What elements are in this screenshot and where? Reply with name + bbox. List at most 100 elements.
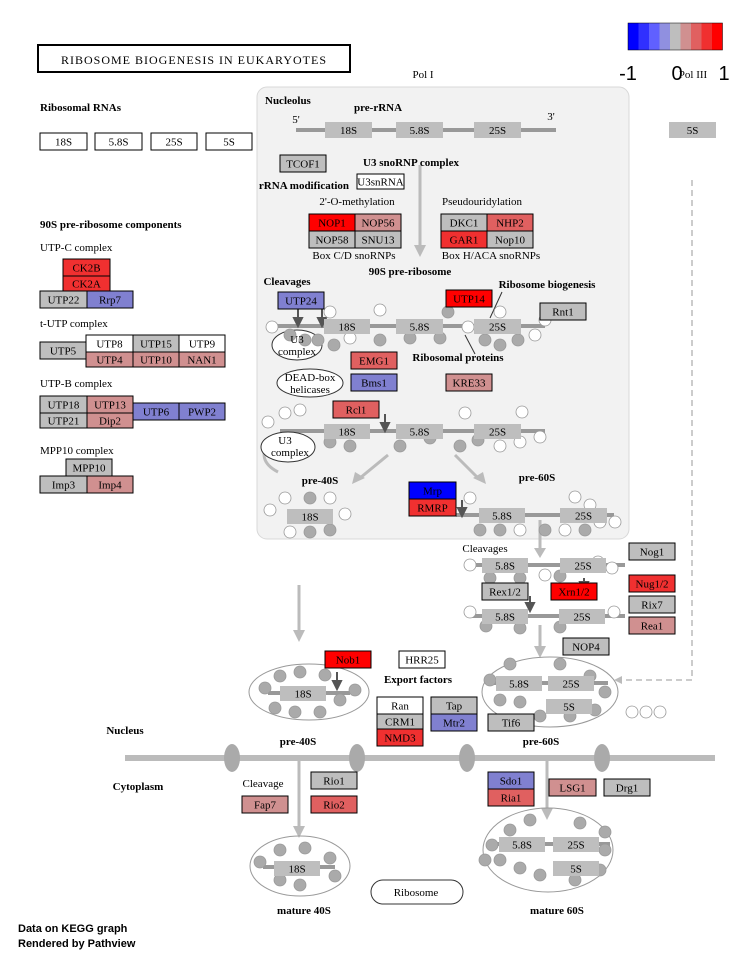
rna-r2-25s[interactable]: 25S (474, 424, 521, 439)
gene-utp22[interactable]: UTP22 (39, 290, 88, 309)
gene-tap[interactable]: Tap (430, 696, 478, 715)
gene-utp10[interactable]: UTP10 (132, 351, 180, 368)
gene-utp18[interactable]: UTP18 (39, 395, 88, 414)
gene-ran[interactable]: Ran (376, 696, 424, 715)
gene-xrn12[interactable]: Xrn1/2 (550, 582, 598, 601)
gene-utp14[interactable]: UTP14 (445, 289, 493, 308)
gene-rnt1[interactable]: Rnt1 (539, 302, 587, 321)
gene-bms1[interactable]: Bms1 (350, 373, 398, 392)
gene-fap7[interactable]: Fap7 (241, 795, 289, 814)
gene-rix7[interactable]: Rix7 (628, 595, 676, 614)
rna-p40-18s[interactable]: 18S (287, 509, 333, 524)
gene-hrr25[interactable]: HRR25 (398, 650, 446, 669)
gene-nhp2[interactable]: NHP2 (486, 213, 534, 232)
gene-snu13[interactable]: SNU13 (354, 230, 402, 249)
gene-mtr2[interactable]: Mtr2 (430, 713, 478, 732)
rna-m40-18s[interactable]: 18S (274, 861, 320, 876)
rna-c1-25s[interactable]: 25S (560, 558, 606, 573)
arrowheads (293, 245, 622, 838)
rna-rrna-5-8s[interactable]: 5.8S (94, 132, 143, 151)
gene-tcof1[interactable]: TCOF1 (279, 154, 327, 173)
rna-m60-25s[interactable]: 25S (553, 837, 599, 852)
gene-dip2[interactable]: Dip2 (86, 412, 134, 429)
rna-pre-18s[interactable]: 18S (325, 122, 372, 138)
gene-dkc1[interactable]: DKC1 (440, 213, 488, 232)
gene-nop4[interactable]: NOP4 (562, 637, 610, 656)
gene-nop58[interactable]: NOP58 (308, 230, 356, 249)
gene-tif6[interactable]: Tif6 (487, 713, 535, 732)
protein-dot (283, 525, 297, 539)
gene-utp4[interactable]: UTP4 (85, 351, 134, 368)
rna-c1-5-8s[interactable]: 5.8S (482, 558, 528, 573)
gene-nmd3[interactable]: NMD3 (376, 728, 424, 747)
protein-dot (265, 320, 279, 334)
gene-kre33[interactable]: KRE33 (445, 373, 493, 392)
gene-mpp10[interactable]: MPP10 (65, 458, 113, 477)
gene-rrp7[interactable]: Rrp7 (86, 290, 134, 309)
gene-ck2a[interactable]: CK2A (62, 275, 111, 292)
gene-mrp[interactable]: Mrp (408, 481, 457, 500)
rna-n60-25s[interactable]: 25S (548, 676, 594, 691)
gene-rmrp[interactable]: RMRP (408, 498, 457, 517)
gene-utp8[interactable]: UTP8 (85, 334, 134, 353)
rna-r90-5-8s[interactable]: 5.8S (396, 319, 443, 334)
gene-label: TCOF1 (286, 159, 320, 171)
gene-utp24[interactable]: UTP24 (277, 291, 325, 310)
gene-rea1[interactable]: Rea1 (628, 616, 676, 635)
rna-rrna-18s[interactable]: 18S (39, 132, 88, 151)
gene-utp15[interactable]: UTP15 (132, 334, 180, 353)
gene-utp5[interactable]: UTP5 (39, 341, 87, 360)
rna-c2-5-8s[interactable]: 5.8S (482, 609, 528, 624)
rna-n60-5s[interactable]: 5S (546, 699, 592, 714)
gene-utp9[interactable]: UTP9 (178, 334, 226, 353)
rna-r2-18s[interactable]: 18S (324, 424, 370, 439)
label-cleavages-2: Cleavages (462, 543, 507, 555)
gene-nob1[interactable]: Nob1 (324, 650, 372, 669)
gene-sdo1[interactable]: Sdo1 (487, 771, 535, 790)
rna-m60-5s[interactable]: 5S (553, 861, 599, 876)
gene-rcl1[interactable]: Rcl1 (332, 400, 380, 419)
protein-dot (493, 523, 507, 537)
rna-pre-25s[interactable]: 25S (474, 122, 521, 138)
gene-utp13[interactable]: UTP13 (86, 395, 134, 414)
rna-r90-25s[interactable]: 25S (474, 319, 521, 334)
gene-ck2b[interactable]: CK2B (62, 258, 111, 277)
gene-nug12[interactable]: Nug1/2 (628, 574, 676, 593)
rna-n40-18s[interactable]: 18S (280, 686, 326, 701)
rna-rrna-25s[interactable]: 25S (150, 132, 198, 151)
rna-r90-18s[interactable]: 18S (324, 319, 370, 334)
rna-label: 5.8S (410, 125, 430, 137)
rna-pol3-5s[interactable]: 5S (669, 122, 716, 138)
gene-utp21[interactable]: UTP21 (39, 412, 88, 429)
gene-gar1[interactable]: GAR1 (440, 230, 488, 249)
gene-label: EMG1 (359, 356, 389, 368)
rna-pre-5-8s[interactable]: 5.8S (396, 122, 443, 138)
gene-emg1[interactable]: EMG1 (350, 351, 398, 370)
rna-r2-5-8s[interactable]: 5.8S (396, 424, 443, 439)
rna-rrna-5s[interactable]: 5S (205, 132, 253, 151)
protein-dot (533, 709, 547, 723)
gene-imp3[interactable]: Imp3 (39, 475, 88, 494)
rna-p60-5-8s[interactable]: 5.8S (479, 508, 525, 523)
rna-p60-25s[interactable]: 25S (560, 508, 607, 523)
gene-rex12[interactable]: Rex1/2 (481, 582, 529, 601)
gene-rio2[interactable]: Rio2 (310, 795, 358, 814)
gene-nop10[interactable]: Nop10 (486, 230, 534, 249)
rna-m60-5-8s[interactable]: 5.8S (499, 837, 545, 852)
gene-lsg1[interactable]: LSG1 (548, 778, 597, 797)
gene-nop56[interactable]: NOP56 (354, 213, 402, 232)
gene-ria1[interactable]: Ria1 (487, 788, 535, 807)
rna-c2-25s[interactable]: 25S (559, 609, 605, 624)
gene-u3snrna[interactable]: U3snRNA (356, 173, 405, 190)
rna-n60-5-8s[interactable]: 5.8S (496, 676, 542, 691)
gene-crm1[interactable]: CRM1 (376, 713, 424, 730)
gene-nog1[interactable]: Nog1 (628, 542, 676, 561)
gene-rio1[interactable]: Rio1 (310, 771, 358, 790)
gene-nan1[interactable]: NAN1 (178, 351, 226, 368)
gene-imp4[interactable]: Imp4 (86, 475, 134, 494)
ribosome-oval[interactable] (370, 879, 464, 905)
gene-utp6[interactable]: UTP6 (132, 402, 180, 421)
gene-pwp2[interactable]: PWP2 (178, 402, 226, 421)
gene-nop1[interactable]: NOP1 (308, 213, 356, 232)
gene-drg1[interactable]: Drg1 (603, 778, 651, 797)
